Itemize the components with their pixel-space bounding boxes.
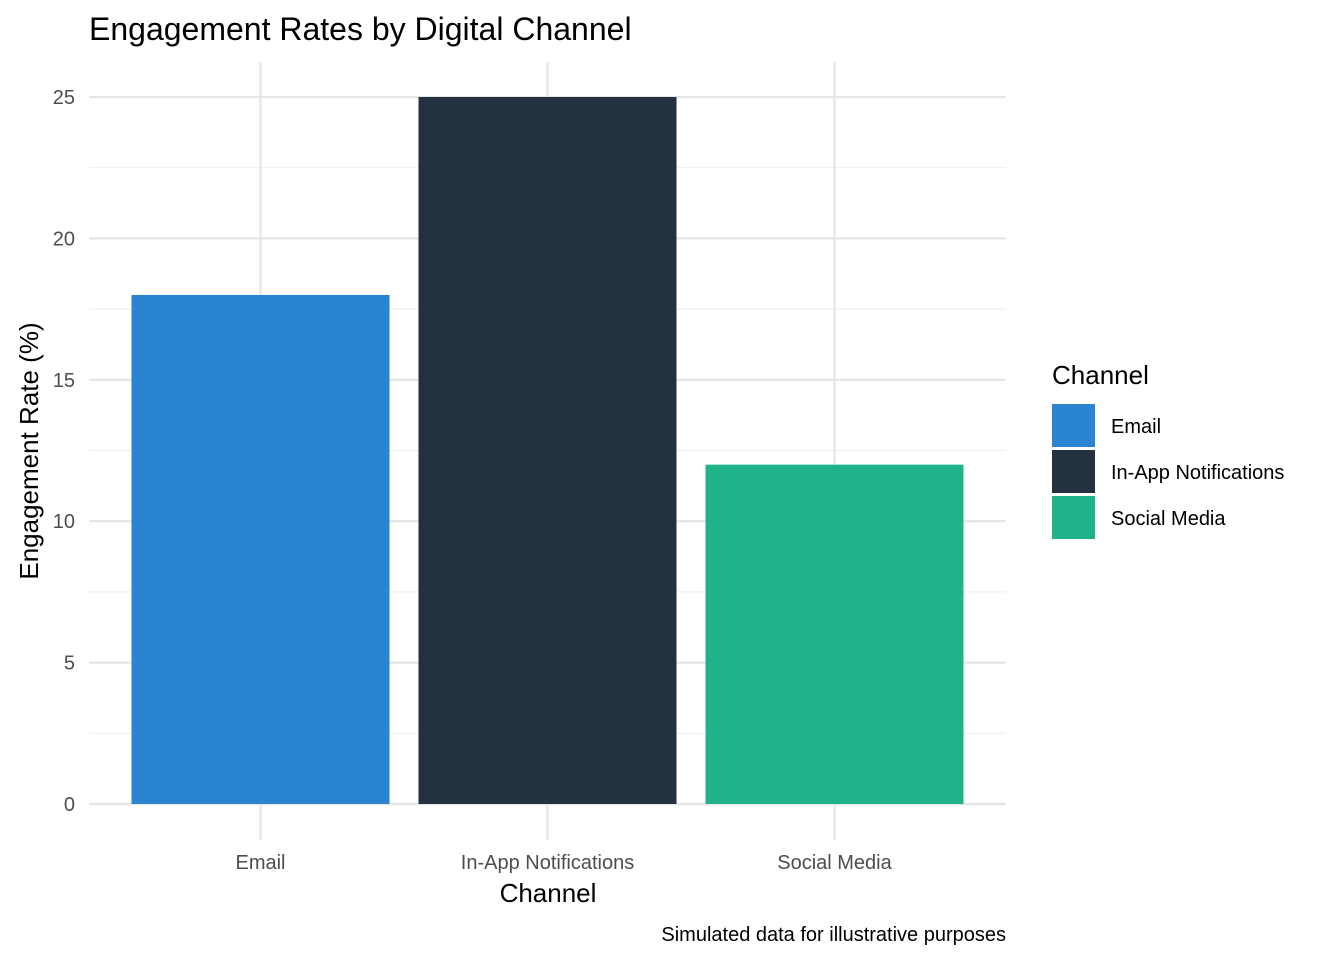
chart-title: Engagement Rates by Digital Channel — [89, 11, 632, 47]
x-tick-label: Social Media — [777, 852, 892, 874]
bar-social-media — [705, 464, 964, 804]
y-tick-label: 20 — [53, 228, 75, 250]
y-axis-title: Engagement Rate (%) — [14, 322, 44, 579]
chart-caption: Simulated data for illustrative purposes — [661, 924, 1006, 946]
legend-key — [1052, 450, 1095, 493]
y-tick-label: 0 — [64, 794, 75, 816]
legend-key — [1052, 496, 1095, 539]
legend-label: Social Media — [1111, 508, 1226, 530]
bars — [131, 97, 964, 804]
y-tick-label: 10 — [53, 511, 75, 533]
y-tick-label: 25 — [53, 87, 75, 109]
legend-label: In-App Notifications — [1111, 462, 1284, 484]
x-tick-label: In-App Notifications — [461, 852, 634, 874]
legend-key — [1052, 404, 1095, 447]
legend-title: Channel — [1052, 360, 1149, 390]
x-axis-ticks: Email In-App Notifications Social Media — [235, 852, 892, 874]
legend: Channel Email In-App Notifications Social … — [1052, 360, 1284, 539]
y-tick-label: 15 — [53, 370, 75, 392]
bar-in-app-notifications — [418, 97, 677, 804]
legend-items: Email In-App Notifications Social Media — [1052, 404, 1284, 539]
bar-email — [131, 294, 390, 804]
x-axis-title: Channel — [500, 878, 597, 908]
legend-label: Email — [1111, 416, 1161, 438]
x-tick-label: Email — [235, 852, 285, 874]
y-axis-ticks: 0 5 10 15 20 25 — [53, 87, 75, 816]
y-tick-label: 5 — [64, 653, 75, 675]
